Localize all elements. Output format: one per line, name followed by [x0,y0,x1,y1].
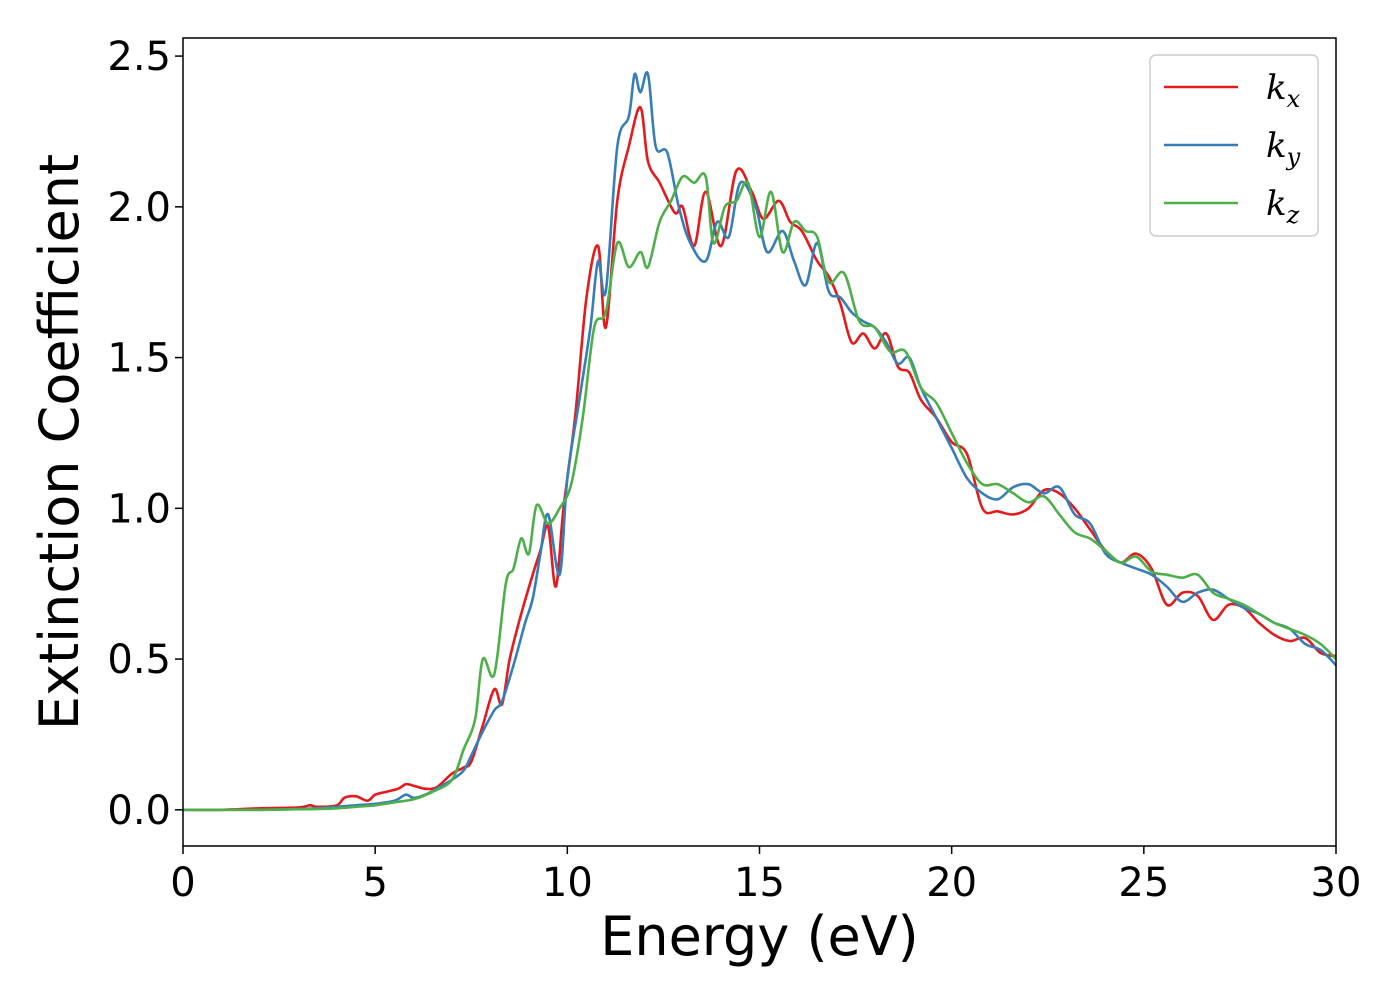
y-tick-label: 2.5 [107,34,171,80]
x-axis-ticks: 0 5 10 15 20 25 30 [170,846,1361,906]
x-tick-label: 15 [734,860,785,906]
legend-label-kx: kx [1266,68,1301,113]
legend-label-ky: ky [1266,126,1301,171]
legend: kx ky kz [1149,54,1319,237]
y-axis-ticks: 0.0 0.5 1.0 1.5 2.0 2.5 [107,34,183,834]
x-tick-label: 5 [362,860,387,906]
x-tick-label: 0 [170,860,195,906]
y-tick-label: 1.0 [107,486,171,532]
y-tick-label: 2.0 [107,185,171,231]
series-line-kz [183,172,1337,812]
y-axis-title: Extinction Coefficient [28,154,91,730]
x-tick-label: 20 [926,860,977,906]
series-layer [182,71,1337,812]
y-tick-label: 1.5 [107,336,171,382]
x-tick-label: 30 [1311,860,1362,906]
y-tick-label: 0.0 [107,788,171,834]
y-tick-label: 0.5 [107,637,171,683]
legend-label-kz: kz [1266,184,1300,229]
x-tick-label: 10 [542,860,593,906]
x-axis-title: Energy (eV) [600,905,919,968]
x-tick-label: 25 [1118,860,1169,906]
